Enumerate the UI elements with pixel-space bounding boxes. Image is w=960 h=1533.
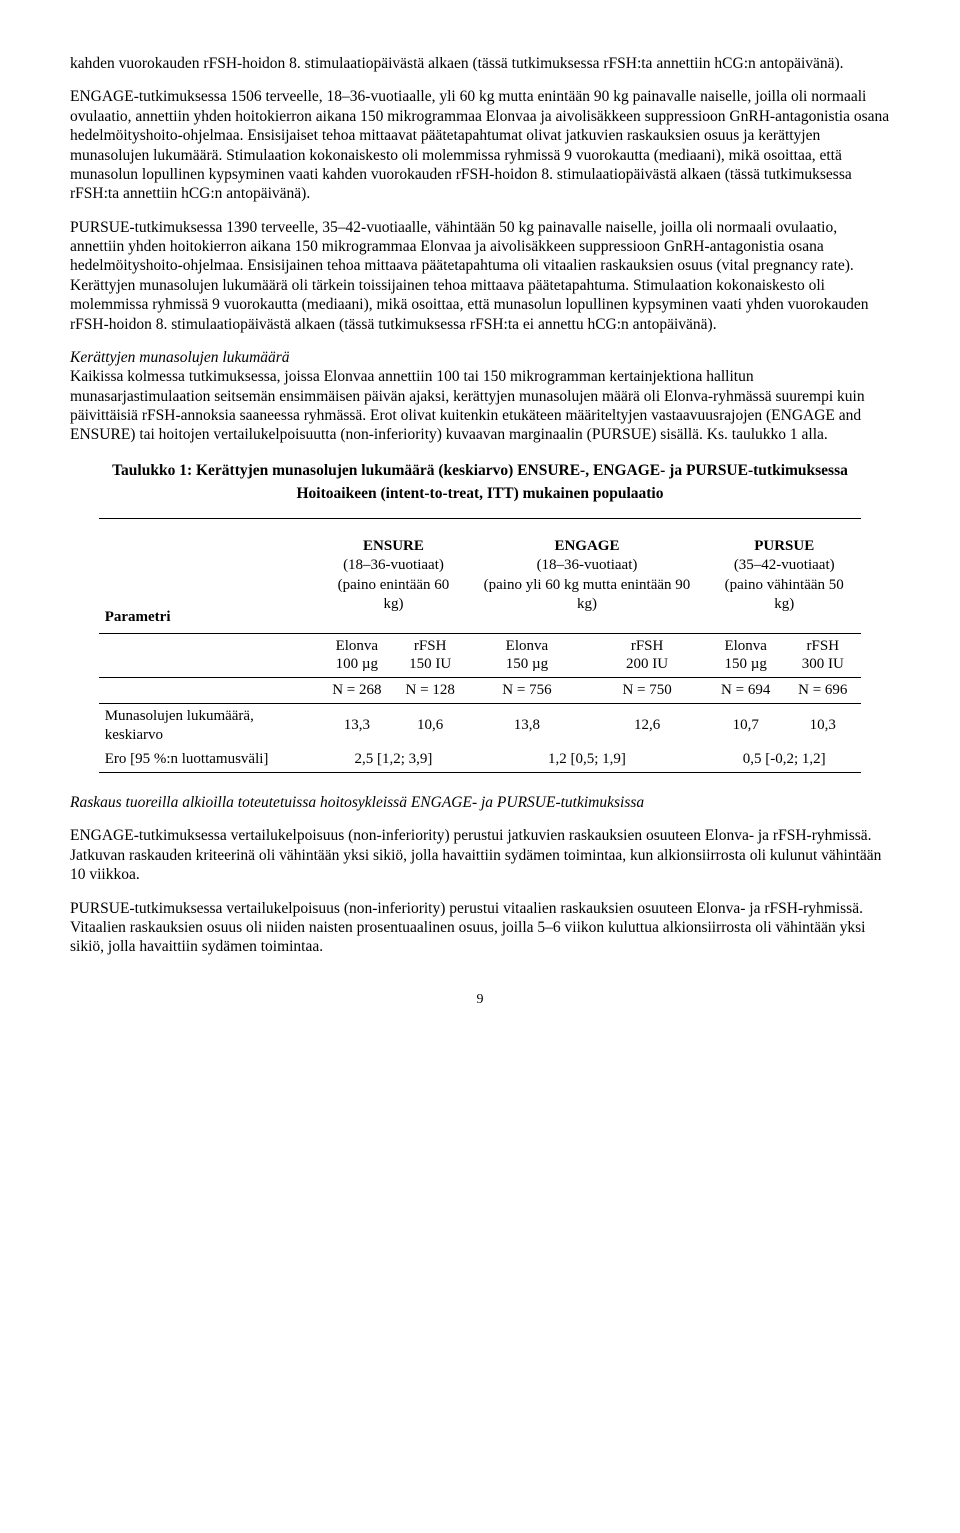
pregnancy-heading: Raskaus tuoreilla alkioilla toteutetuiss…	[70, 793, 890, 812]
ensure-header: ENSURE (18–36-vuotiaat) (paino enintään …	[320, 518, 467, 633]
n-1: N = 128	[394, 678, 467, 704]
engage-weight: (paino yli 60 kg mutta enintään 90 kg)	[484, 577, 691, 613]
pursue-weight: (paino vähintään 50 kg)	[725, 577, 844, 613]
mean-label: Munasolujen lukumäärä, keskiarvo	[99, 703, 320, 747]
arms-row: Elonva 100 µg rFSH 150 IU Elonva 150 µg …	[99, 633, 862, 678]
diff-label: Ero [95 %:n luottamusväli]	[99, 747, 320, 772]
n-2: N = 756	[467, 678, 587, 704]
engage-paragraph: ENGAGE-tutkimuksessa 1506 terveelle, 18–…	[70, 87, 890, 203]
oocytes-body: Kaikissa kolmessa tutkimuksessa, joissa …	[70, 368, 865, 443]
arm-elonva150b: Elonva 150 µg	[707, 633, 784, 678]
page-number: 9	[70, 991, 890, 1009]
n-3: N = 750	[587, 678, 707, 704]
oocytes-heading: Kerättyjen munasolujen lukumäärä	[70, 349, 290, 366]
engage-name: ENGAGE	[554, 538, 619, 554]
table-title: Taulukko 1: Kerättyjen munasolujen lukum…	[70, 461, 890, 480]
diff-1: 1,2 [0,5; 1,9]	[467, 747, 707, 772]
mean-0: 13,3	[320, 703, 393, 747]
n-5: N = 696	[784, 678, 861, 704]
arms-empty	[99, 633, 320, 678]
arm-rfsh300: rFSH 300 IU	[784, 633, 861, 678]
diff-0: 2,5 [1,2; 3,9]	[320, 747, 467, 772]
mean-4: 10,7	[707, 703, 784, 747]
diff-2: 0,5 [-0,2; 1,2]	[707, 747, 861, 772]
ensure-name: ENSURE	[363, 538, 424, 554]
arm-elonva100: Elonva 100 µg	[320, 633, 393, 678]
mean-2: 13,8	[467, 703, 587, 747]
intro-partial-paragraph: kahden vuorokauden rFSH-hoidon 8. stimul…	[70, 54, 890, 73]
param-header: Parametri	[99, 518, 320, 633]
arm-rfsh200: rFSH 200 IU	[587, 633, 707, 678]
table-header-row: Parametri ENSURE (18–36-vuotiaat) (paino…	[99, 518, 862, 633]
mean-1: 10,6	[394, 703, 467, 747]
pregnancy-pursue-paragraph: PURSUE-tutkimuksessa vertailukelpoisuus …	[70, 899, 890, 957]
ensure-weight: (paino enintään 60 kg)	[338, 577, 450, 613]
pursue-age: (35–42-vuotiaat)	[734, 557, 835, 573]
n-row: N = 268 N = 128 N = 756 N = 750 N = 694 …	[99, 678, 862, 704]
n-0: N = 268	[320, 678, 393, 704]
mean-row: Munasolujen lukumäärä, keskiarvo 13,3 10…	[99, 703, 862, 747]
mean-5: 10,3	[784, 703, 861, 747]
n-4: N = 694	[707, 678, 784, 704]
pursue-paragraph: PURSUE-tutkimuksessa 1390 terveelle, 35–…	[70, 218, 890, 334]
oocytes-section: Kerättyjen munasolujen lukumäärä Kaikiss…	[70, 348, 890, 445]
mean-3: 12,6	[587, 703, 707, 747]
engage-header: ENGAGE (18–36-vuotiaat) (paino yli 60 kg…	[467, 518, 707, 633]
engage-age: (18–36-vuotiaat)	[537, 557, 638, 573]
diff-row: Ero [95 %:n luottamusväli] 2,5 [1,2; 3,9…	[99, 747, 862, 772]
arm-elonva150a: Elonva 150 µg	[467, 633, 587, 678]
table-subtitle: Hoitoaikeen (intent-to-treat, ITT) mukai…	[70, 484, 890, 503]
pregnancy-engage-paragraph: ENGAGE-tutkimuksessa vertailukelpoisuus …	[70, 826, 890, 884]
ensure-age: (18–36-vuotiaat)	[343, 557, 444, 573]
results-table: Parametri ENSURE (18–36-vuotiaat) (paino…	[99, 518, 862, 774]
arm-rfsh150: rFSH 150 IU	[394, 633, 467, 678]
n-empty	[99, 678, 320, 704]
pursue-header: PURSUE (35–42-vuotiaat) (paino vähintään…	[707, 518, 861, 633]
pursue-name: PURSUE	[754, 538, 814, 554]
